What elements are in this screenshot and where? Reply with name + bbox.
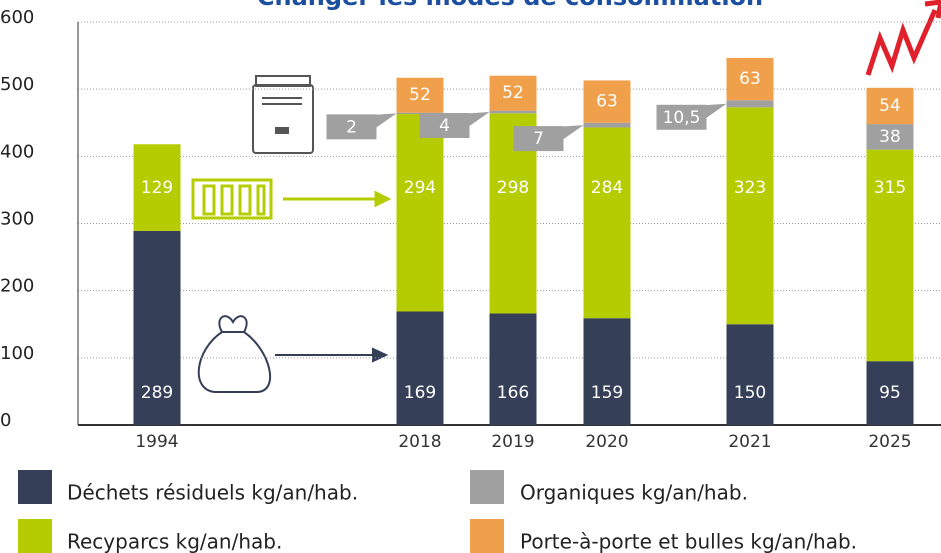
bar-segment <box>583 80 631 123</box>
y-tick-label: 600 <box>0 7 34 28</box>
legend-swatch <box>18 470 52 504</box>
legend-label: Organiques kg/an/hab. <box>520 481 748 505</box>
bar-segment <box>489 110 537 114</box>
value-label: 150 <box>734 383 766 403</box>
bar-segment <box>583 122 631 128</box>
value-label: 159 <box>591 383 623 403</box>
callout-box <box>326 114 377 140</box>
legend-swatch <box>470 519 504 553</box>
x-tick-label: 2020 <box>585 432 628 452</box>
y-tick-label: 400 <box>0 141 34 162</box>
legend-label: Déchets résiduels kg/an/hab. <box>67 481 358 505</box>
y-tick-label: 500 <box>0 74 34 95</box>
x-tick-label: 2025 <box>868 432 911 452</box>
value-label: 7 <box>533 129 544 149</box>
bag-icon <box>197 315 389 393</box>
value-label: 284 <box>591 178 623 198</box>
legend-label: Recyparcs kg/an/hab. <box>67 530 282 553</box>
value-label: 38 <box>879 127 901 147</box>
bar-segment <box>583 127 631 319</box>
bar-segment <box>489 313 537 425</box>
bar-segment <box>396 311 444 425</box>
y-tick-label: 100 <box>0 343 34 364</box>
value-label: 323 <box>734 178 766 198</box>
bar-segment <box>583 318 631 425</box>
callout-box <box>513 126 564 152</box>
logo <box>865 0 941 76</box>
y-tick-label: 300 <box>0 209 34 230</box>
value-label: 294 <box>404 178 436 198</box>
legend-swatch <box>470 470 504 504</box>
value-label: 63 <box>596 92 618 112</box>
bar-segment <box>726 324 774 425</box>
mailbox-icon <box>252 75 314 154</box>
x-tick-label: 1994 <box>135 432 178 452</box>
y-tick-label: 0 <box>0 410 11 431</box>
bar-segment <box>866 361 914 425</box>
value-label: 63 <box>739 69 761 89</box>
bar-segment <box>866 87 914 125</box>
value-label: 315 <box>874 178 906 198</box>
bar-segment <box>726 107 774 325</box>
legend-swatch <box>18 519 52 553</box>
bar-segment <box>396 77 444 113</box>
x-tick-label: 2021 <box>728 432 771 452</box>
value-label: 52 <box>502 83 524 103</box>
value-label: 166 <box>497 383 529 403</box>
value-label: 52 <box>409 85 431 105</box>
value-label: 95 <box>879 383 901 403</box>
value-label: 54 <box>879 96 901 116</box>
legend-label: Porte-à-porte et bulles kg/an/hab. <box>520 530 857 553</box>
value-label: 10,5 <box>663 108 701 128</box>
bar-segment <box>726 100 774 108</box>
value-label: 289 <box>141 383 173 403</box>
bar-segment <box>866 124 914 150</box>
y-tick-label: 200 <box>0 276 34 297</box>
bar-segment <box>133 144 181 231</box>
value-label: 2 <box>346 117 357 137</box>
value-label: 298 <box>497 178 529 198</box>
bar-segment <box>866 149 914 362</box>
x-tick-label: 2018 <box>398 432 441 452</box>
chart-title: Changer les modes de consommation <box>257 0 763 11</box>
bar-segment <box>489 75 537 111</box>
bar-segment <box>133 230 181 425</box>
x-tick-label: 2019 <box>491 432 534 452</box>
value-label: 4 <box>439 116 450 136</box>
crate-icon <box>191 178 392 220</box>
callout-box <box>656 104 707 130</box>
bar-segment <box>726 57 774 101</box>
callout-box <box>419 113 470 139</box>
bar-segment <box>396 114 444 312</box>
value-label: 129 <box>141 178 173 198</box>
value-label: 169 <box>404 383 436 403</box>
